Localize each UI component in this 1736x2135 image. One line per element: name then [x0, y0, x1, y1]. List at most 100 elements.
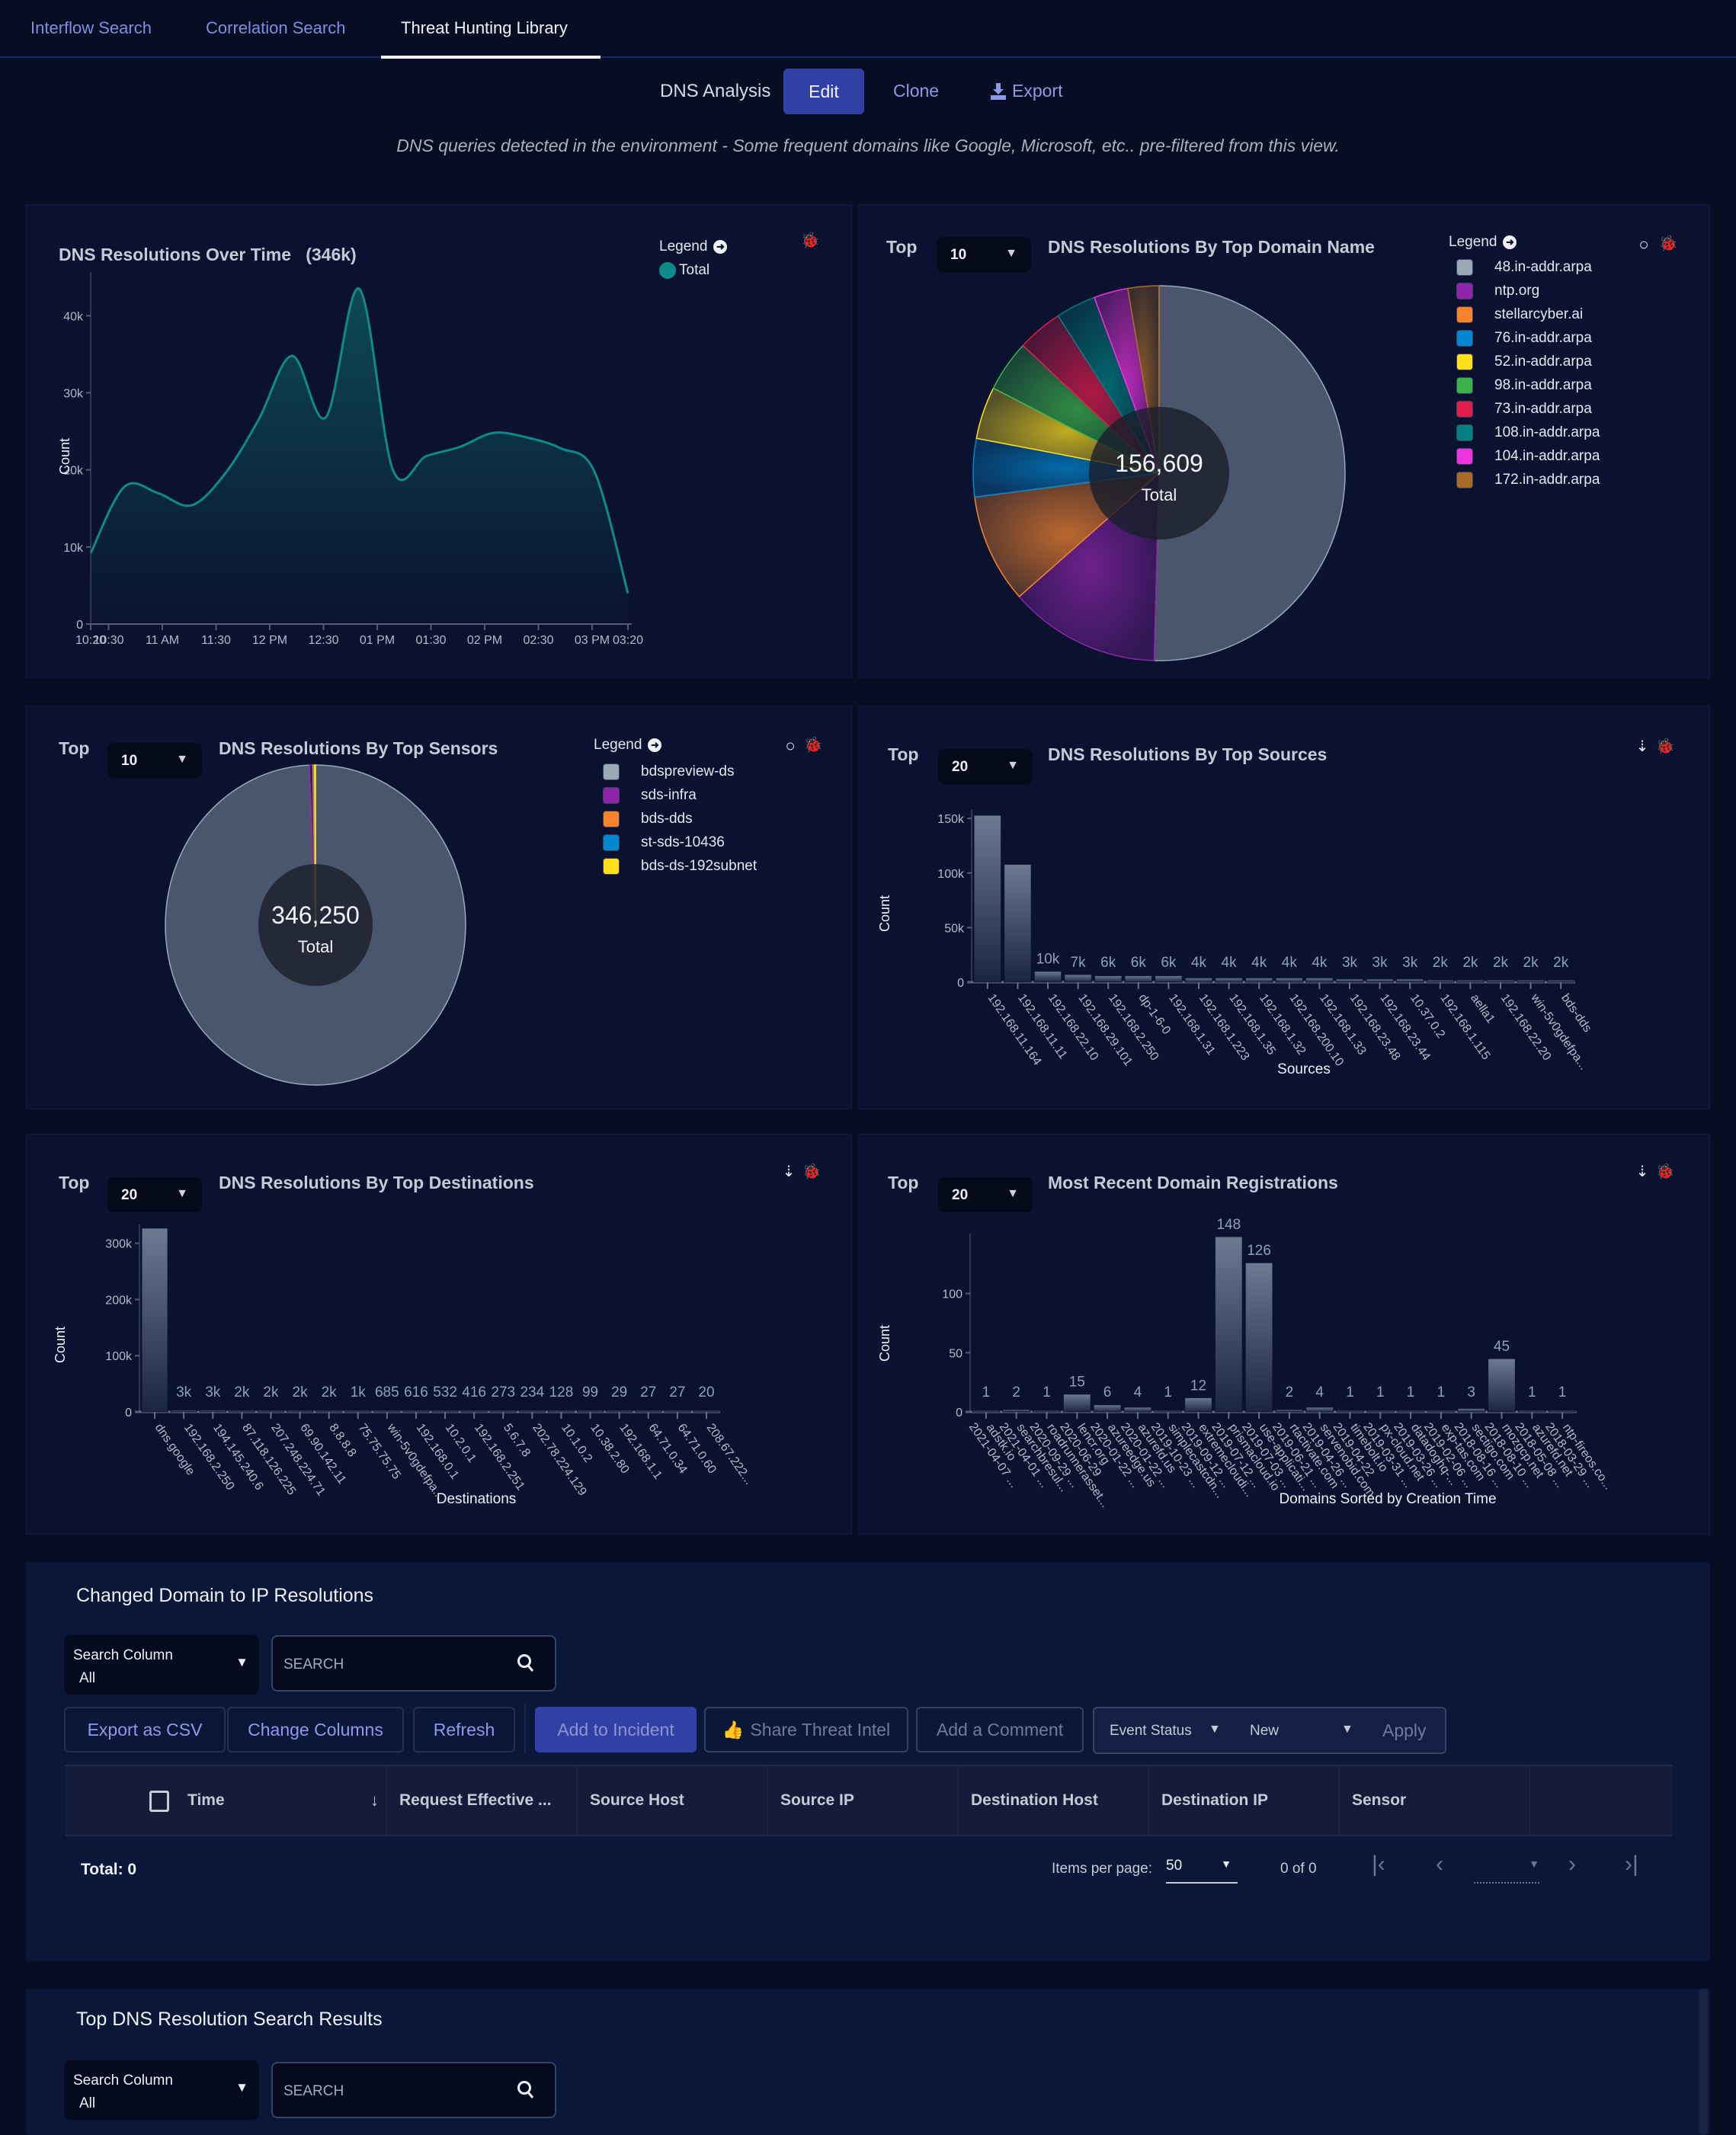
bug-icon[interactable]: 🐞 — [802, 1163, 822, 1180]
y-tick-label: 30k — [63, 388, 84, 401]
x-tick-label: 01:30 — [415, 634, 446, 647]
panel-title: DNS Resolutions By Top Destinations — [219, 1173, 534, 1192]
top-count-select[interactable]: 10 ▼ — [937, 237, 1031, 272]
search-input[interactable]: SEARCH — [271, 1635, 556, 1692]
column-header-request-effective[interactable]: Request Effective ... — [387, 1766, 578, 1835]
column-header-sensor[interactable]: Sensor — [1340, 1766, 1530, 1835]
bar — [1456, 979, 1485, 983]
legend-item[interactable]: stellarcyber.ai — [1456, 302, 1600, 326]
select-all-checkbox[interactable] — [149, 1791, 169, 1812]
legend-item[interactable]: sds-infra — [603, 783, 757, 807]
event-status-select[interactable]: Event Status — [1110, 1723, 1192, 1739]
section-top-dns-results: Top DNS Resolution Search Results Search… — [26, 1989, 1710, 2135]
circle-icon[interactable]: ○ — [1638, 235, 1649, 254]
section-title: Changed Domain to IP Resolutions — [76, 1585, 374, 1606]
legend-item[interactable]: ntp.org — [1456, 279, 1600, 302]
top-count-select[interactable]: 20 ▼ — [938, 749, 1033, 784]
legend-swatch — [1456, 400, 1473, 418]
clone-button[interactable]: Clone — [893, 81, 939, 101]
sort-descending-icon[interactable]: ⇣ — [1635, 738, 1649, 755]
add-comment-button[interactable]: Add a Comment — [916, 1707, 1084, 1752]
add-to-incident-button[interactable]: Add to Incident — [535, 1707, 697, 1752]
legend-item-label: bds-ds-192subnet — [641, 857, 757, 874]
legend-item-label: 108.in-addr.arpa — [1494, 424, 1600, 440]
edit-button[interactable]: Edit — [783, 69, 864, 114]
legend-item-label: ntp.org — [1494, 282, 1540, 299]
legend-item[interactable]: 52.in-addr.arpa — [1456, 350, 1600, 373]
tab-interflow-search[interactable]: Interflow Search — [30, 18, 152, 37]
previous-page-icon[interactable]: ‹ — [1436, 1852, 1443, 1877]
data-label: 616 — [404, 1384, 428, 1400]
data-label: 532 — [433, 1384, 457, 1400]
apply-button[interactable]: Apply — [1382, 1720, 1427, 1740]
top-label: Top — [886, 237, 918, 257]
legend-item[interactable]: st-sds-10436 — [603, 831, 757, 854]
first-page-icon[interactable]: |‹ — [1372, 1852, 1385, 1877]
x-tick-label: 02 PM — [467, 634, 502, 647]
x-tick-label: exp-tas.com2019-02-06 ... — [1421, 1413, 1488, 1491]
last-page-icon[interactable]: ›| — [1625, 1852, 1638, 1877]
change-columns-button[interactable]: Change Columns — [227, 1707, 404, 1752]
legend-item[interactable]: 172.in-addr.arpa — [1456, 468, 1600, 491]
export-button[interactable]: Export — [991, 81, 1062, 101]
event-status-value-select[interactable]: New — [1250, 1723, 1280, 1739]
x-tick-label: 192.168.23.48 — [1347, 992, 1403, 1064]
items-per-page-select[interactable]: 50 ▼ — [1166, 1858, 1238, 1884]
tab-correlation-search[interactable]: Correlation Search — [206, 18, 346, 37]
sort-descending-icon[interactable]: ⇣ — [1635, 1163, 1649, 1180]
data-label: 4k — [1222, 955, 1238, 971]
top-count-value: 10 — [121, 753, 138, 769]
legend-item[interactable]: bds-dds — [603, 807, 757, 831]
circle-icon[interactable]: ○ — [785, 736, 796, 755]
search-column-value: All — [79, 2095, 96, 2111]
top-count-select[interactable]: 10 ▼ — [107, 743, 202, 778]
column-header-source-ip[interactable]: Source IP — [768, 1766, 959, 1835]
column-header-destination-ip[interactable]: Destination IP — [1149, 1766, 1340, 1835]
legend-item[interactable]: bdspreview-ds — [603, 760, 757, 783]
legend-toggle[interactable]: Legend ➜ — [594, 737, 662, 754]
bug-icon[interactable]: 🐞 — [800, 232, 820, 249]
bug-icon[interactable]: 🐞 — [1655, 738, 1675, 755]
x-tick-label: 01 PM — [360, 634, 395, 647]
bug-icon[interactable]: 🐞 — [1655, 1163, 1675, 1180]
bug-icon[interactable]: 🐞 — [1658, 235, 1678, 252]
legend-list: 48.in-addr.arpa ntp.org stellarcyber.ai 76.… — [1456, 255, 1600, 491]
search-column-select[interactable]: Search Column All ▼ — [64, 2060, 259, 2120]
legend-item-total[interactable]: Total — [659, 258, 709, 282]
column-header-time[interactable]: Time ↓ — [175, 1766, 387, 1835]
panel-title: DNS Resolutions Over Time (346k) — [59, 245, 357, 265]
column-header-source-host[interactable]: Source Host — [578, 1766, 768, 1835]
page-number-select[interactable]: ▼ — [1474, 1858, 1539, 1884]
bar — [577, 1410, 604, 1413]
legend-item[interactable]: 76.in-addr.arpa — [1456, 326, 1600, 350]
legend-toggle[interactable]: Legend ➜ — [1449, 234, 1517, 251]
search-input[interactable]: SEARCH — [271, 2062, 556, 2118]
bar — [373, 1410, 401, 1413]
bug-icon[interactable]: 🐞 — [803, 736, 823, 754]
legend-item[interactable]: bds-ds-192subnet — [603, 854, 757, 878]
top-count-select[interactable]: 20 ▼ — [938, 1177, 1033, 1212]
legend-item[interactable]: 108.in-addr.arpa — [1456, 421, 1600, 444]
legend-item[interactable]: 73.in-addr.arpa — [1456, 397, 1600, 421]
legend-item[interactable]: 104.in-addr.arpa — [1456, 444, 1600, 468]
pie-slice-98-in-addr-arpa — [992, 344, 1160, 474]
x-tick-label: extremecloudi...2019-09-12 ... — [1178, 1413, 1255, 1507]
column-header-destination-host[interactable]: Destination Host — [959, 1766, 1149, 1835]
section-changed-domain-resolutions: Changed Domain to IP Resolutions Search … — [26, 1562, 1710, 1961]
top-count-select[interactable]: 20 ▼ — [107, 1177, 202, 1212]
tab-threat-hunting-library[interactable]: Threat Hunting Library — [401, 18, 568, 37]
search-column-select[interactable]: Search Column All ▼ — [64, 1635, 259, 1695]
panel-resolutions-over-time: DNS Resolutions Over Time (346k) Legend ➜… — [26, 204, 852, 678]
export-csv-button[interactable]: Export as CSV — [64, 1707, 226, 1752]
bar — [1275, 977, 1304, 983]
legend-item[interactable]: 48.in-addr.arpa — [1456, 255, 1600, 279]
bar — [1427, 1410, 1456, 1413]
sort-descending-icon[interactable]: ⇣ — [782, 1163, 796, 1180]
legend-item[interactable]: 98.in-addr.arpa — [1456, 373, 1600, 397]
sort-down-arrow-icon[interactable]: ↓ — [370, 1791, 379, 1810]
share-threat-intel-button[interactable]: 👍 Share Threat Intel — [704, 1707, 908, 1752]
next-page-icon[interactable]: › — [1568, 1852, 1576, 1877]
legend-toggle[interactable]: Legend ➜ — [659, 238, 728, 255]
refresh-button[interactable]: Refresh — [413, 1707, 515, 1752]
page-scrollbar[interactable] — [1699, 1989, 1708, 2135]
